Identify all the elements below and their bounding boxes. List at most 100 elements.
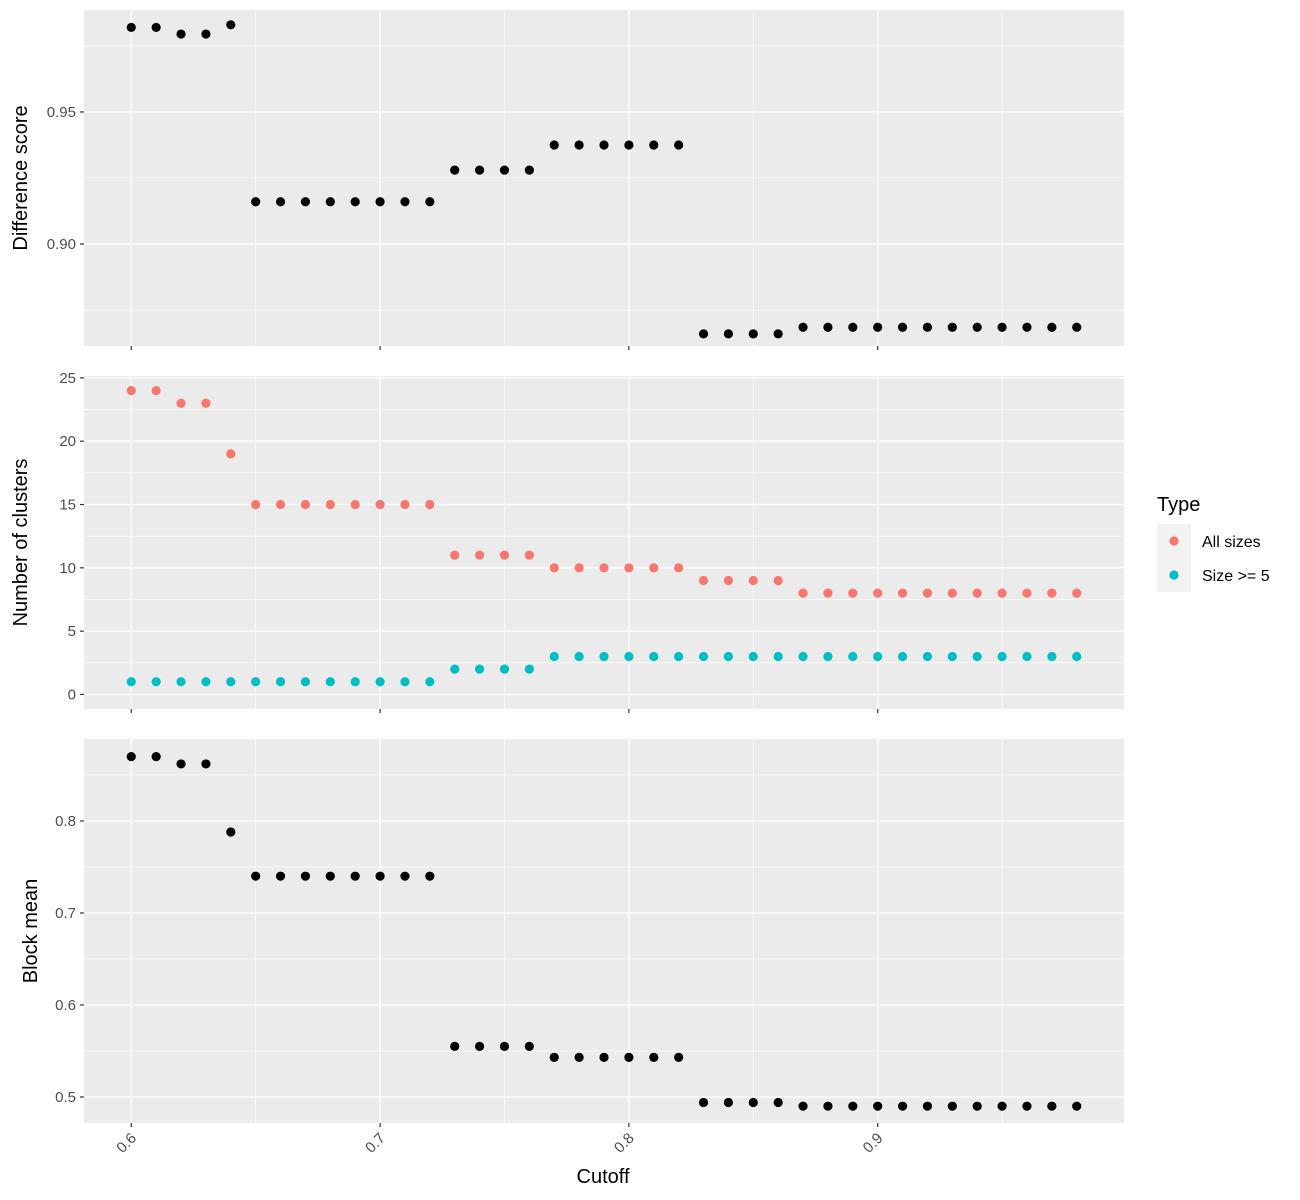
legend-label: Size >= 5 — [1202, 568, 1270, 585]
y-tick-label: 0.6 — [55, 997, 76, 1014]
y-tick-label: 0.95 — [47, 104, 76, 121]
panel-2: 0 5 10 15 20 25 Number of clusters — [10, 370, 1124, 713]
data-point — [649, 651, 659, 662]
x-tick-label: 0.8 — [611, 1130, 638, 1157]
data-point — [1047, 322, 1057, 332]
panel-1: 0.90 0.95 Difference score — [10, 10, 1124, 350]
data-point — [1022, 1101, 1032, 1111]
data-point — [201, 398, 211, 408]
panel-background — [84, 739, 1124, 1123]
data-point — [997, 588, 1007, 598]
data-point — [997, 651, 1007, 662]
y-tick-label: 20 — [59, 433, 76, 450]
data-point — [748, 1097, 758, 1108]
data-point — [176, 398, 186, 408]
y-tick-label: 0 — [68, 686, 76, 703]
data-point — [972, 1101, 982, 1111]
data-point — [425, 197, 435, 207]
data-point — [325, 677, 335, 687]
y-axis-title: Block mean — [20, 879, 42, 984]
data-point — [823, 322, 833, 332]
data-point — [698, 329, 709, 339]
data-point — [873, 1101, 883, 1111]
data-point — [972, 651, 982, 662]
y-tick-label: 5 — [68, 623, 76, 640]
data-point — [649, 140, 659, 150]
data-point — [375, 677, 385, 687]
panels-layer: 0.90 0.95 Difference score 0 5 10 15 20 25 Number… — [10, 10, 1124, 1157]
data-point — [1022, 322, 1032, 332]
data-point — [599, 651, 609, 662]
data-point — [350, 197, 360, 207]
legend-key-point — [1169, 570, 1179, 580]
x-tick-label: 0.6 — [113, 1130, 140, 1157]
data-point — [873, 322, 883, 332]
data-point — [972, 588, 982, 598]
data-point — [624, 563, 634, 573]
data-point — [674, 651, 684, 662]
data-point — [897, 651, 908, 662]
data-point — [873, 651, 883, 662]
data-point — [499, 165, 510, 175]
data-point — [474, 664, 485, 674]
data-point — [798, 588, 808, 598]
legend: Type All sizes Size >= 5 — [1157, 494, 1270, 592]
data-point — [549, 140, 559, 150]
data-point — [624, 1052, 634, 1063]
data-point — [226, 827, 236, 837]
data-point — [251, 677, 261, 687]
data-point — [549, 1052, 559, 1063]
data-point — [176, 29, 186, 39]
y-tick-label: 0.90 — [47, 236, 76, 253]
data-point — [126, 385, 136, 396]
data-point — [748, 651, 758, 662]
data-point — [848, 588, 858, 598]
data-point — [549, 651, 559, 662]
data-point — [748, 575, 758, 586]
data-point — [897, 322, 908, 332]
data-point — [748, 329, 758, 339]
data-point — [226, 677, 236, 687]
data-point — [773, 1097, 783, 1108]
legend-key-point — [1169, 536, 1179, 546]
data-point — [425, 871, 435, 881]
series-size-5 — [126, 651, 1082, 687]
data-point — [848, 1101, 858, 1111]
data-point — [524, 550, 534, 560]
data-point — [251, 499, 261, 510]
data-point — [599, 1052, 609, 1063]
data-point — [275, 677, 286, 687]
data-point — [823, 651, 833, 662]
data-point — [275, 871, 286, 881]
data-point — [823, 1101, 833, 1111]
data-point — [300, 197, 311, 207]
series-1 — [126, 751, 1082, 1111]
data-point — [300, 677, 311, 687]
y-axis-title: Number of clusters — [10, 459, 32, 627]
data-point — [474, 165, 485, 175]
data-point — [624, 140, 634, 150]
data-point — [698, 1097, 709, 1108]
data-point — [723, 651, 734, 662]
data-point — [823, 588, 833, 598]
data-point — [1022, 651, 1032, 662]
data-point — [275, 197, 286, 207]
x-axis-title: Cutoff — [577, 1166, 630, 1188]
data-point — [375, 197, 385, 207]
data-point — [698, 575, 709, 586]
data-point — [574, 651, 584, 662]
data-point — [474, 1041, 485, 1051]
data-point — [798, 322, 808, 332]
data-point — [848, 322, 858, 332]
data-point — [773, 575, 783, 586]
data-point — [649, 563, 659, 573]
panel-3: 0.5 0.6 0.7 0.8 Block mean — [20, 739, 1124, 1127]
data-point — [922, 1101, 933, 1111]
data-point — [375, 871, 385, 881]
data-point — [574, 1052, 584, 1063]
data-point — [1047, 588, 1057, 598]
data-point — [997, 322, 1007, 332]
y-axis-title: Difference score — [10, 105, 32, 250]
y-tick-label: 0.7 — [55, 905, 76, 922]
